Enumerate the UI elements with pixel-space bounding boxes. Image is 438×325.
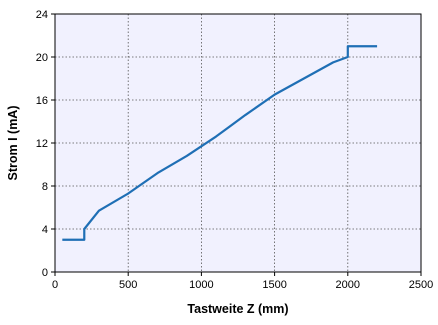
x-tick-label: 1000 <box>189 279 213 291</box>
y-tick-label: 16 <box>36 95 48 107</box>
y-tick-labels: 0 4 8 12 16 20 24 <box>36 9 48 279</box>
x-axis-title: Tastweite Z (mm) <box>187 302 288 316</box>
x-tick-label: 0 <box>52 279 58 291</box>
series-line <box>62 45 378 241</box>
x-tick-label: 2500 <box>409 279 433 291</box>
y-tick-label: 20 <box>36 52 48 64</box>
x-tick-label: 500 <box>119 279 137 291</box>
axis-ticks <box>51 13 422 276</box>
series-layer <box>62 45 378 241</box>
y-tick-label: 24 <box>36 9 48 21</box>
y-tick-label: 12 <box>36 138 48 150</box>
x-tick-label: 2000 <box>336 279 360 291</box>
y-tick-label: 8 <box>42 181 48 193</box>
x-tick-label: 1500 <box>262 279 286 291</box>
x-tick-labels: 0 500 1000 1500 2000 2500 <box>52 279 433 291</box>
y-tick-label: 4 <box>42 224 48 236</box>
y-axis-title: Strom I (mA) <box>6 106 20 181</box>
y-tick-label: 0 <box>42 267 48 279</box>
